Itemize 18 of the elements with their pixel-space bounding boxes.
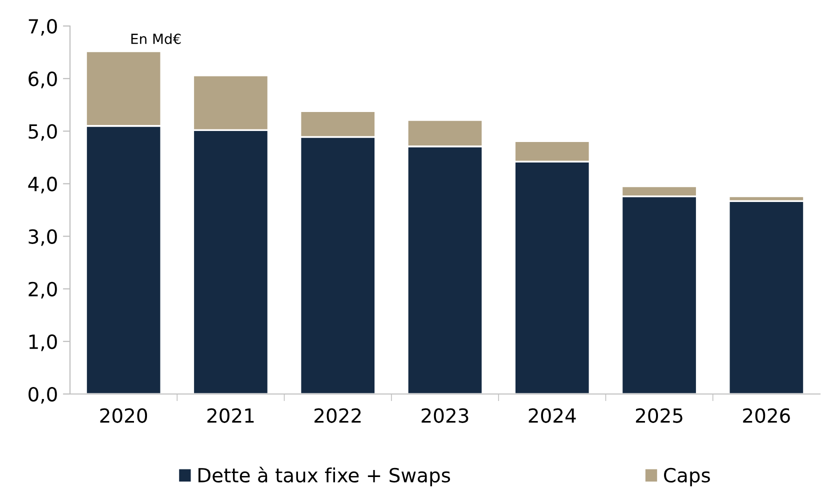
x-tick-label: 2024 (528, 408, 576, 423)
x-tick-label: 2026 (743, 408, 790, 423)
y-tick-label: 7,0 (28, 18, 57, 36)
y-tick-label: 4,0 (28, 176, 57, 194)
y-tick-label: 5,0 (28, 124, 57, 141)
x-tick-label: 2025 (636, 408, 682, 423)
y-tick-label: 6,0 (28, 72, 57, 88)
legend-label: Caps (664, 468, 710, 486)
y-tick-label: 2,0 (28, 282, 57, 299)
x-tick-label: 2020 (100, 408, 148, 423)
y-tick-label: 3,0 (28, 229, 57, 246)
x-tick-label: 2022 (314, 408, 361, 423)
x-tick-label: 2021 (207, 408, 254, 423)
y-tick-label: 1,0 (29, 334, 57, 352)
y-tick-label: 0,0 (28, 386, 57, 404)
x-tick-label: 2023 (422, 408, 468, 423)
annotation: En Md€ (131, 33, 181, 44)
legend-label: Dette à taux fixe + Swaps (198, 466, 450, 486)
